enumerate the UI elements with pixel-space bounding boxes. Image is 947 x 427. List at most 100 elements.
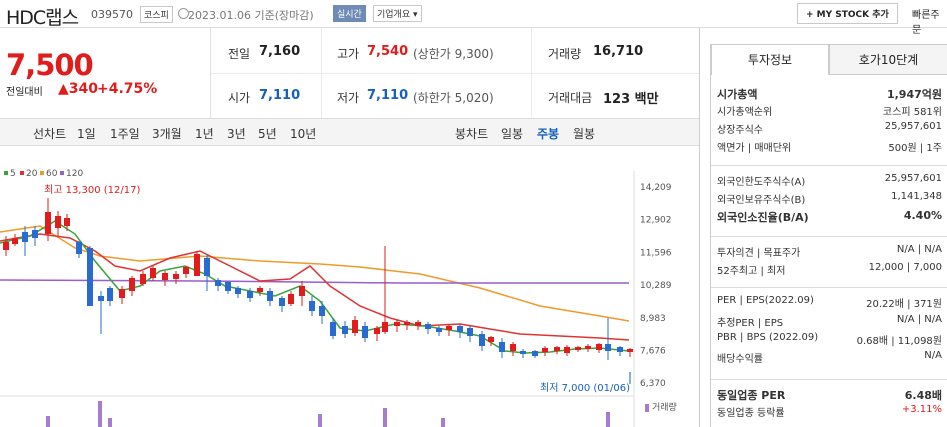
svg-text:20: 20 <box>26 169 38 179</box>
info-label: 상장주식수 <box>717 125 763 136</box>
amount-label: 거래대금 <box>548 91 593 105</box>
candle-body <box>319 306 325 316</box>
price-chart: 5 20 60 120 14,209 12,902 11,596 10,289 8,98… <box>0 169 677 427</box>
info-value: 500원 | 1주 <box>888 143 942 154</box>
svg-text:5: 5 <box>10 169 16 179</box>
candle-body <box>479 334 485 346</box>
y-tick-label: 7,676 <box>640 347 666 357</box>
info-row: 외국인한도주식수(A) 25,957,601 <box>717 173 942 190</box>
info-label: PER | EPS(2022.09) <box>717 295 814 306</box>
low-limit: (하한가 5,020) <box>413 91 494 105</box>
info-label: 시가총액순위 <box>717 107 773 118</box>
tab-1year[interactable]: 1년 <box>195 127 214 141</box>
my-stock-add-button[interactable]: + MY STOCK 추가 <box>797 3 898 24</box>
open-label: 시가 <box>228 91 251 105</box>
volume-legend-swatch <box>645 404 649 412</box>
info-row: 시가총액 1,947억원 <box>717 86 942 103</box>
info-row: PER | EPS(2022.09) 20.22배 | 371원 <box>717 295 942 312</box>
candle-body <box>299 286 305 296</box>
market-badge: 코스피 <box>140 6 173 23</box>
candle-body <box>204 258 210 276</box>
section-divider <box>711 236 947 237</box>
info-row: 52주최고 | 최저 12,000 | 7,000 <box>717 262 942 279</box>
info-value: 1,141,348 <box>891 191 942 202</box>
high-note: 최고 13,300 (12/17) <box>44 184 140 196</box>
tab-10year[interactable]: 10년 <box>290 127 317 141</box>
candle-body <box>32 230 38 238</box>
prev-label: 전일 <box>228 47 251 61</box>
tab-1week[interactable]: 1주일 <box>110 127 140 141</box>
candle-body <box>279 298 285 306</box>
price-box: 7,500 전일대비 ▲340 +4.75% <box>0 28 211 118</box>
info-value: 25,957,601 <box>884 121 942 132</box>
info-label: 동일업종 PER <box>717 389 786 402</box>
candle-body <box>3 242 9 250</box>
svg-text:60: 60 <box>46 169 58 179</box>
tab-5year[interactable]: 5년 <box>258 127 277 141</box>
legend: 5 20 60 120 <box>4 169 83 179</box>
candle-body <box>76 242 82 254</box>
candle-body <box>532 351 538 356</box>
candle-body <box>64 218 70 226</box>
candle-body <box>330 322 336 336</box>
quick-order-link[interactable]: 빠른주문 <box>912 10 940 36</box>
open-value: 7,110 <box>259 88 301 103</box>
tab-daily[interactable]: 일봉 <box>501 127 524 141</box>
tab-orderbook[interactable]: 호가10단계 <box>829 44 947 75</box>
candle-body <box>87 248 93 306</box>
candle-body <box>467 328 473 336</box>
candle-body <box>267 291 273 301</box>
candle-body <box>352 320 358 333</box>
candles <box>3 206 633 360</box>
info-row: 상장주식수 25,957,601 <box>717 121 942 138</box>
candle-body <box>415 322 421 326</box>
candle-body <box>362 326 368 338</box>
candle-body <box>257 288 263 292</box>
y-tick-label: 11,596 <box>640 248 672 258</box>
tab-invest-info[interactable]: 투자정보 <box>711 44 829 75</box>
info-value: N/A <box>924 350 942 361</box>
y-tick-label: 10,289 <box>640 281 672 291</box>
candle-body <box>596 344 602 350</box>
ma5-line <box>0 220 630 354</box>
info-value: 20.22배 | 371원 <box>866 299 942 310</box>
volume-bars <box>46 401 649 427</box>
candle-body <box>235 288 241 294</box>
candle-body <box>554 347 560 351</box>
diff-label: 전일대비 <box>6 87 43 98</box>
candle-body <box>342 326 348 334</box>
diff-value: ▲340 <box>58 81 98 97</box>
base-date: 2023.01.06 기준(장마감) <box>188 9 314 22</box>
tab-3month[interactable]: 3개월 <box>152 127 182 141</box>
tab-1day[interactable]: 1일 <box>77 127 96 141</box>
info-value: 4.40% <box>903 209 942 222</box>
info-label: 외국인한도주식수(A) <box>717 177 806 188</box>
candle-body <box>520 351 526 354</box>
low-note: 최저 7,000 (01/06) <box>540 382 630 394</box>
info-label: 추정PER | EPS <box>717 318 784 329</box>
candle-body <box>45 212 51 234</box>
volume-bar <box>318 414 322 427</box>
info-row: PBR | BPS (2022.09) 0.68배 | 11,098원 <box>717 332 942 349</box>
y-tick-label: 14,209 <box>640 183 672 193</box>
info-value: 1,947억원 <box>886 88 942 101</box>
y-tick-label: 12,902 <box>640 216 672 226</box>
info-value: +3.11% <box>901 404 942 415</box>
stock-header: HDC랩스 039570 코스피 2023.01.06 기준(장마감) 실시간 … <box>0 0 947 36</box>
dropdown-caret-icon: ▾ <box>413 10 418 20</box>
candle-chart-label: 봉차트 <box>455 127 489 141</box>
tab-monthly[interactable]: 월봉 <box>573 127 596 141</box>
realtime-button[interactable]: 실시간 <box>333 5 366 22</box>
stock-code: 039570 <box>91 8 133 21</box>
info-value: N/A | N/A <box>896 314 942 325</box>
svg-text:120: 120 <box>66 169 83 179</box>
company-info-dropdown[interactable]: 기업개요 ▾ <box>373 5 422 22</box>
candle-body <box>374 328 380 334</box>
candle-body <box>499 342 505 352</box>
tab-3year[interactable]: 3년 <box>227 127 246 141</box>
company-info-label: 기업개요 <box>377 10 411 20</box>
candle-body <box>446 326 452 330</box>
tab-weekly[interactable]: 주봉 <box>537 127 560 141</box>
candle-body <box>404 322 410 325</box>
diff-amount: 340 <box>68 81 99 97</box>
